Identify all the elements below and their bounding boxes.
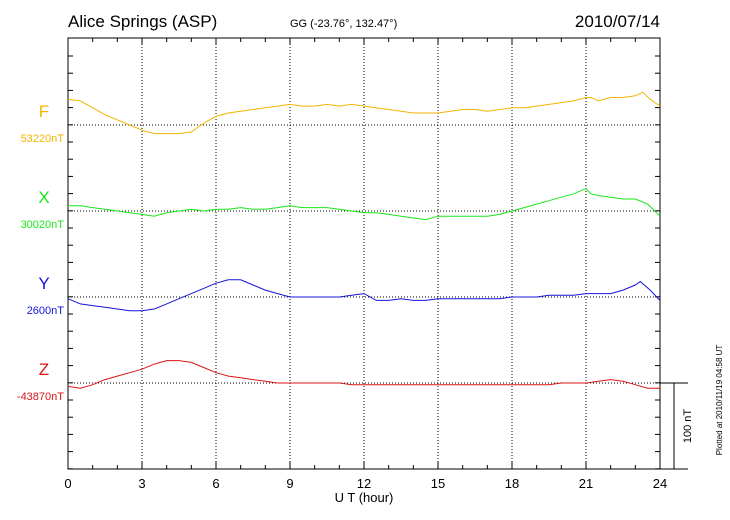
x-tick-labels: 0 3 6 9 12 15 18 21 24 [64, 476, 667, 491]
component-baseline-x: 30020nT [21, 219, 65, 231]
axis-ticks [67, 38, 661, 470]
x-tick-label: 3 [138, 476, 145, 491]
series-group [67, 91, 661, 389]
component-labels: F 53220nT X 30020nT Y 2600nT Z -43870nT [17, 102, 64, 403]
plotted-timestamp: Plotted at 2010/11/19 04:58 UT [715, 345, 724, 456]
x-tick-label: 6 [212, 476, 219, 491]
component-baseline-y: 2600nT [27, 305, 65, 317]
x-tick-label: 24 [653, 476, 667, 491]
series-line-x [68, 188, 661, 221]
x-tick-label: 15 [431, 476, 445, 491]
component-baseline-f: 53220nT [21, 133, 65, 145]
station-title: Alice Springs (ASP) [68, 12, 217, 31]
series-line-z [67, 360, 660, 389]
component-letter-z: Z [39, 360, 49, 379]
x-axis-label: U T (hour) [335, 490, 394, 505]
component-letter-y: Y [38, 274, 49, 293]
station-coordinates: GG (-23.76°, 132.47°) [290, 18, 397, 30]
component-letter-x: X [38, 188, 49, 207]
series-line-f [67, 91, 661, 135]
scale-bar-label: 100 nT [682, 409, 694, 444]
chart-date: 2010/07/14 [575, 12, 660, 31]
x-tick-label: 12 [357, 476, 371, 491]
x-tick-label: 18 [505, 476, 519, 491]
component-letter-f: F [39, 102, 49, 121]
grid-lines [68, 38, 660, 469]
scale-bar: 100 nT [660, 382, 694, 470]
x-tick-label: 0 [64, 476, 71, 491]
x-tick-label: 9 [286, 476, 293, 491]
series-line-y [67, 279, 661, 312]
x-tick-label: 21 [579, 476, 593, 491]
component-baseline-z: -43870nT [17, 391, 64, 403]
